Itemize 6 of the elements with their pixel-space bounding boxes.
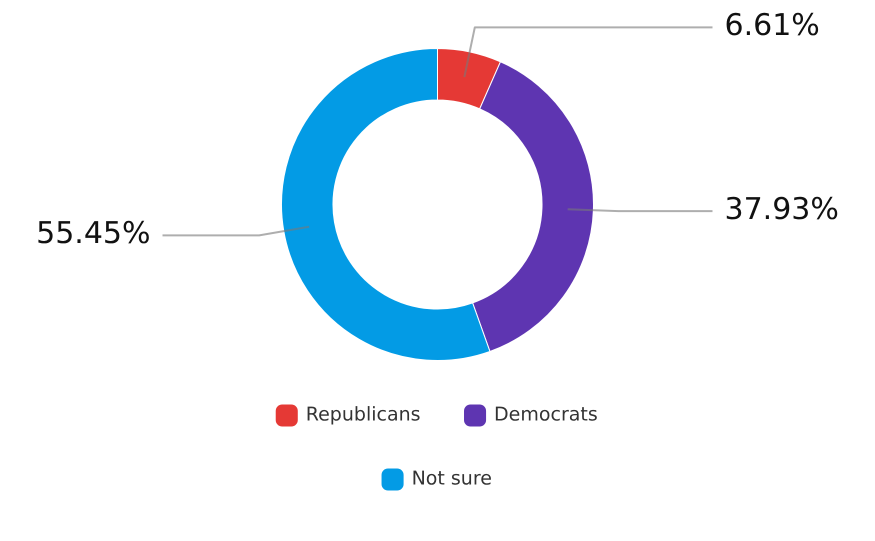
data-label: 37.93% — [724, 192, 839, 227]
legend-label: Republicans — [306, 403, 421, 426]
data-label: 6.61% — [724, 8, 820, 44]
legend-label: Not sure — [412, 467, 492, 490]
data-label: 55.45% — [36, 216, 150, 252]
legend-label: Democrats — [494, 403, 598, 426]
